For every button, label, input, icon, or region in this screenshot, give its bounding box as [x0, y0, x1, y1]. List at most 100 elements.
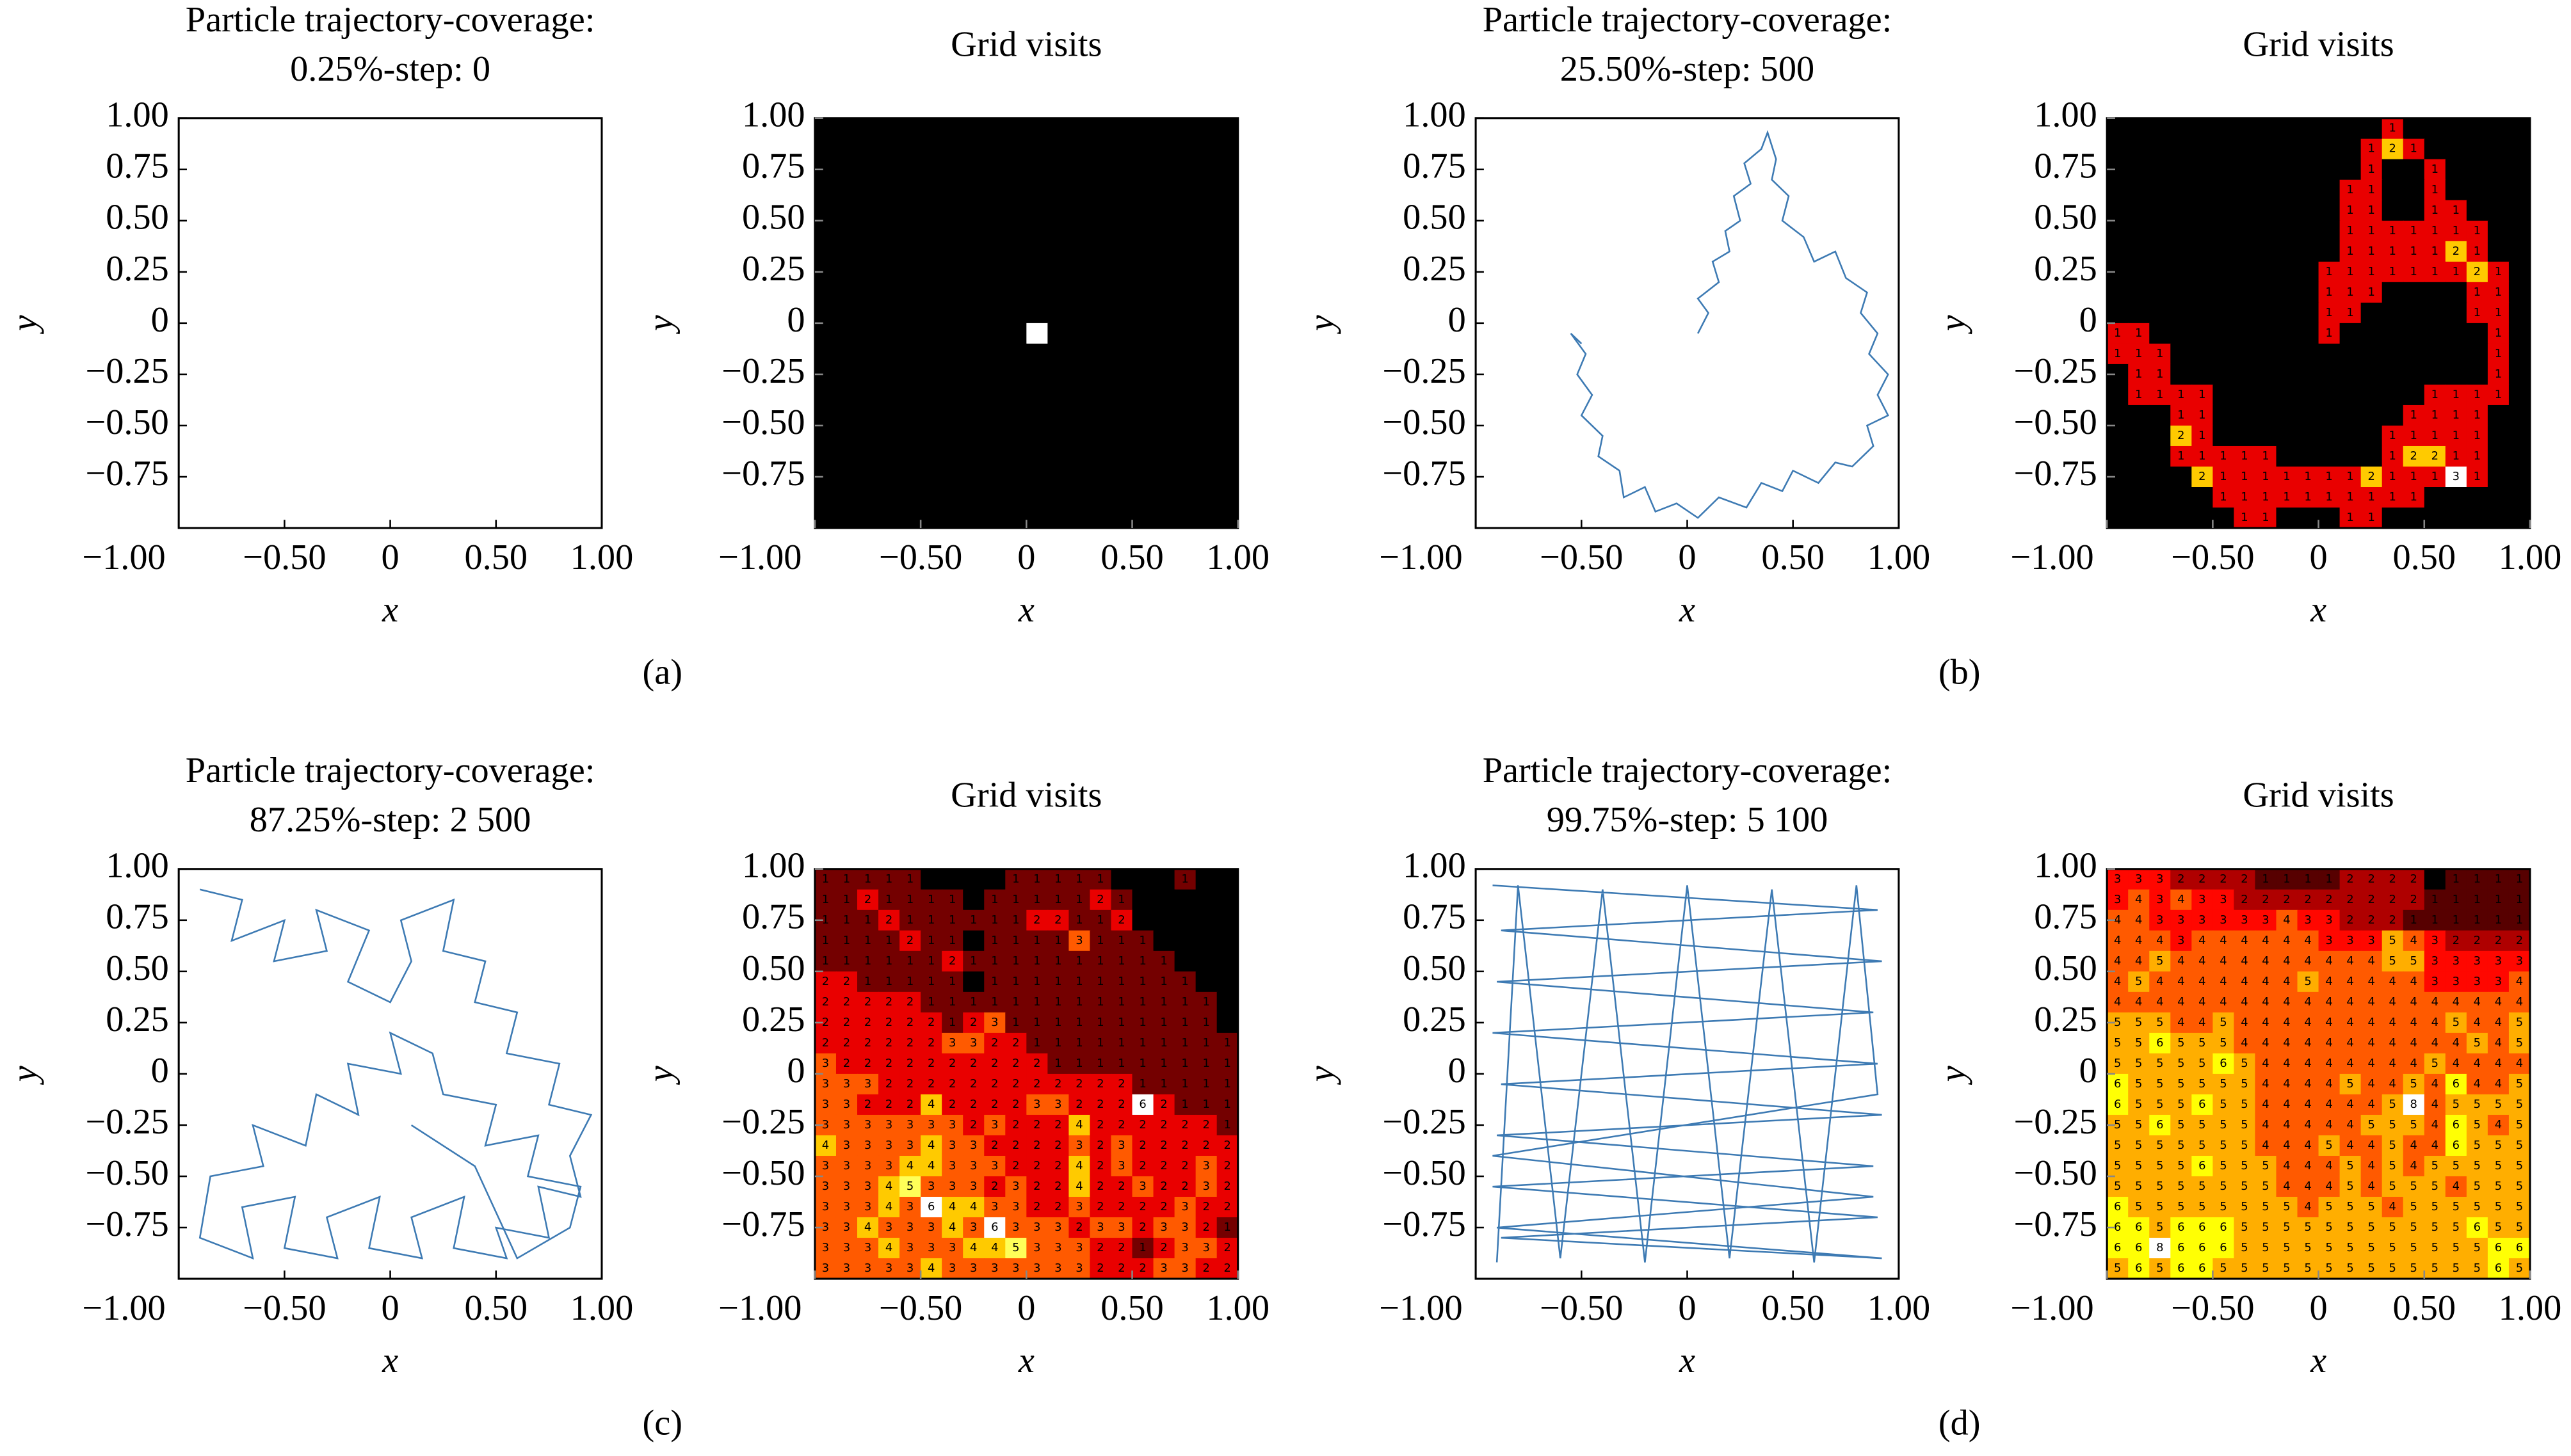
cell-label: 1 [1054, 1036, 1061, 1050]
cell-label: 5 [2220, 1200, 2227, 1213]
grid-cell [2382, 445, 2404, 468]
grid-cell [2403, 1135, 2425, 1157]
cell-label: 3 [843, 1139, 850, 1152]
grid-cell [814, 1135, 837, 1157]
grid-cell [2128, 425, 2150, 447]
grid-cell [2212, 179, 2235, 201]
grid-cell [2424, 1217, 2446, 1239]
y-tick-label: 0 [151, 1051, 169, 1091]
grid-cell [2297, 466, 2319, 488]
cell-label: 3 [2156, 913, 2163, 927]
cell-label: 1 [2495, 367, 2502, 381]
grid-cell [2508, 425, 2531, 447]
grid-cell [814, 179, 837, 201]
grid-cell [1005, 220, 1028, 242]
grid-cell [1090, 200, 1112, 221]
cell-label: 1 [2495, 893, 2502, 906]
grid-cell [2212, 508, 2235, 529]
cell-label: 2 [991, 1139, 998, 1152]
cell-label: 4 [2346, 975, 2353, 988]
chart-title: 25.50%-step: 500 [1560, 49, 1814, 89]
grid-cell [2487, 1094, 2510, 1116]
cell-label: 1 [2325, 490, 2332, 504]
grid-cell [2297, 1176, 2319, 1198]
y-axis-label: y [4, 1065, 44, 1085]
grid-cell [1047, 200, 1070, 221]
grid-cell [963, 118, 985, 140]
cell-label: 1 [2325, 306, 2332, 319]
grid-cell [1132, 425, 1154, 447]
cell-label: 1 [1202, 995, 1209, 1009]
grid-cell [2149, 950, 2172, 972]
grid-cell [2297, 1073, 2319, 1095]
cell-label: 3 [991, 1261, 998, 1275]
grid-cell [1174, 200, 1197, 221]
cell-label: 1 [1097, 934, 1104, 947]
cell-label: 4 [2346, 1036, 2353, 1050]
cell-label: 3 [2325, 934, 2332, 947]
y-tick-label: −0.75 [85, 454, 168, 493]
grid-cell [2255, 1155, 2277, 1178]
grid-cell [1153, 425, 1175, 447]
grid-cell [2318, 1094, 2341, 1116]
grid-cell [2170, 868, 2193, 890]
grid-cell [2339, 384, 2362, 406]
grid-cell [1005, 991, 1028, 1013]
grid-cell [1195, 445, 1218, 468]
grid-cell [2382, 261, 2404, 283]
y-axis-label: y [641, 1065, 681, 1085]
grid-cell [2149, 445, 2172, 468]
grid-cell [2445, 159, 2467, 180]
grid-cell [2107, 445, 2129, 468]
cell-label: 1 [2346, 470, 2353, 483]
grid-cell [2360, 930, 2383, 952]
cell-label: 3 [864, 1159, 871, 1172]
grid-cell [2128, 508, 2150, 529]
cell-label: 3 [907, 1118, 914, 1132]
cell-label: 1 [2346, 306, 2353, 319]
x-tick-label: 0 [381, 1288, 399, 1328]
grid-cell [835, 1238, 858, 1260]
cell-label: 2 [991, 1036, 998, 1050]
x-tick-label: −0.50 [243, 1288, 326, 1328]
grid-cell [2234, 1012, 2256, 1034]
grid-cell [2212, 909, 2235, 931]
grid-cell [2466, 384, 2488, 406]
cell-label: 2 [1202, 1118, 1209, 1132]
cell-label: 4 [2135, 995, 2142, 1009]
cell-label: 5 [2516, 1200, 2523, 1213]
cell-label: 5 [2346, 1241, 2353, 1254]
grid-cell [2170, 343, 2193, 365]
grid-cell [2128, 487, 2150, 509]
grid-cell [2382, 930, 2404, 952]
grid-cell [1174, 1012, 1197, 1034]
grid-cell [2191, 971, 2214, 993]
grid-cell [2107, 220, 2129, 242]
grid-cell [1174, 508, 1197, 529]
grid-cell [2382, 868, 2404, 890]
cell-label: 4 [2516, 1057, 2523, 1070]
cell-label: 2 [1224, 1241, 1231, 1254]
grid-cell [1132, 909, 1154, 931]
grid-cell [1111, 302, 1133, 324]
grid-cell [942, 1073, 964, 1095]
cell-label: 3 [864, 1180, 871, 1193]
grid-cell [2339, 200, 2362, 221]
cell-label: 2 [1181, 1159, 1188, 1172]
cell-label: 3 [885, 1261, 892, 1275]
grid-cell [2339, 445, 2362, 468]
grid-cell [1090, 1197, 1112, 1219]
grid-cell [2508, 404, 2531, 426]
cell-label: 1 [1181, 872, 1188, 886]
cell-label: 4 [2283, 1077, 2290, 1091]
cell-label: 3 [970, 1180, 977, 1193]
grid-cell [2360, 445, 2383, 468]
grid-cell [963, 302, 985, 324]
cell-label: 1 [885, 934, 892, 947]
cell-label: 5 [2241, 1098, 2248, 1111]
grid-cell [1216, 1197, 1239, 1219]
cell-label: 5 [2177, 1139, 2184, 1152]
grid-cell [2339, 1012, 2362, 1034]
grid-cell [1216, 1155, 1239, 1178]
x-tick-label: −1.00 [2010, 538, 2093, 577]
